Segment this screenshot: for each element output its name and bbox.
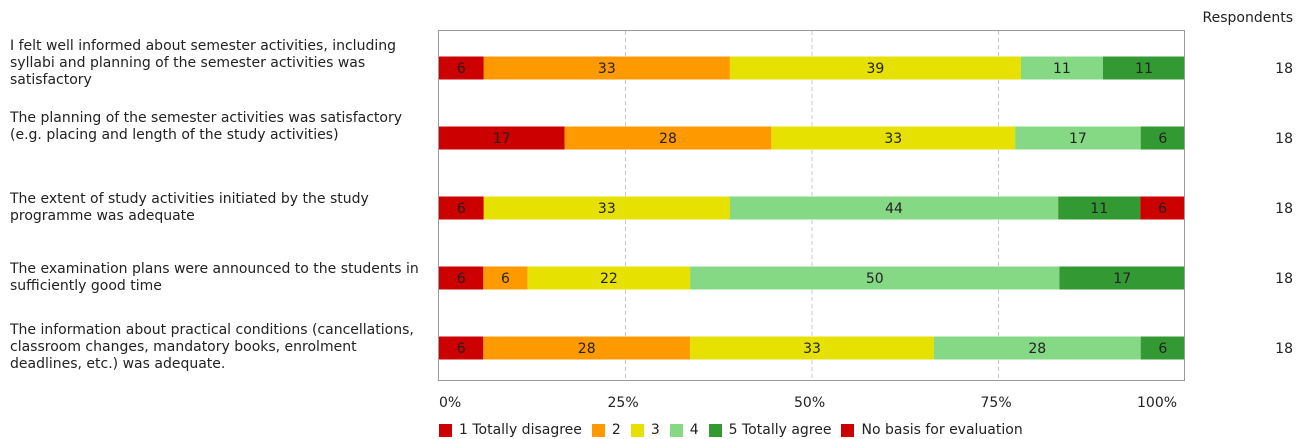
bar-segment-q1-s5: [1102, 56, 1185, 80]
bar-segment-q5-s3: [690, 336, 934, 360]
bar-segment-q3-s5: [1058, 196, 1141, 220]
bar-segment-q1-s2: [483, 56, 730, 80]
legend-swatch-1: [439, 423, 452, 437]
legend-swatch-3: [630, 423, 644, 437]
legend-swatch-2: [591, 423, 605, 437]
legend-swatch-5: [708, 423, 722, 437]
data-label-q4-s1: 6: [457, 271, 466, 287]
legend-label-1: 1 Totally disagree: [459, 422, 582, 438]
data-label-q1-s1: 6: [457, 61, 466, 77]
bar-segments: 6 33 39 11 11 17 28 33 17 6 6 33 44 11 6 6 6 22 50 17 6 28 33 2…: [439, 56, 1185, 360]
respondents-count-1: 18: [1275, 61, 1293, 77]
legend-label-2: 2: [611, 422, 621, 438]
data-label-q4-s4: 50: [866, 271, 884, 287]
legend-label-6: No basis for evaluation: [861, 422, 1023, 438]
legend-item-4: 4: [669, 422, 699, 438]
bar-segment-q3-s3: [483, 196, 730, 220]
bar-segment-q2-s2: [564, 126, 772, 150]
respondents-count-4: 18: [1275, 271, 1293, 287]
bar-segment-q5-s1: [439, 336, 484, 360]
bar-segment-q1-s1: [439, 56, 484, 80]
bar-segment-q3-s4: [729, 196, 1059, 220]
question-label-3: The extent of study activities initiated…: [10, 191, 369, 224]
data-label-q3-s1: 6: [457, 201, 466, 217]
question-label-5: The information about practical conditio…: [10, 322, 414, 372]
bar-segment-q5-s4: [933, 336, 1141, 360]
legend-label-5: 5 Totally agree: [728, 422, 832, 438]
data-label-q3-s3: 33: [598, 201, 616, 217]
legend-item-1: 1 Totally disagree: [439, 422, 582, 438]
legend-label-3: 3: [650, 422, 660, 438]
respondents-count-2: 18: [1275, 131, 1293, 147]
x-tick-label-3: 75%: [980, 395, 1012, 411]
bar-segment-q2-s1: [439, 126, 565, 150]
question-label-4: The examination plans were announced to …: [10, 261, 419, 294]
bar-segment-q4-s1: [439, 266, 484, 290]
x-tick-label-0: 0%: [439, 395, 462, 411]
question-label-2: The planning of the semester activities …: [10, 110, 403, 143]
legend-swatch-4: [669, 423, 683, 437]
x-tick-label-1: 25%: [607, 395, 639, 411]
x-tick-label-4: 100%: [1137, 395, 1178, 411]
bar-segment-q4-s5: [1059, 266, 1185, 290]
gridlines: [625, 31, 999, 380]
legend-label-4: 4: [689, 422, 699, 438]
bar-segment-q3-s6: [1140, 196, 1185, 220]
data-label-q3-s5: 11: [1090, 201, 1108, 217]
data-label-q3-s4: 44: [885, 201, 903, 217]
bar-segment-q4-s2: [483, 266, 528, 290]
data-label-q2-s1: 17: [493, 131, 511, 147]
data-label-q5-s4: 28: [1028, 341, 1046, 357]
bar-segment-q2-s3: [771, 126, 1016, 150]
data-label-q4-s3: 22: [600, 271, 618, 287]
data-label-q1-s4: 11: [1053, 61, 1071, 77]
data-label-q1-s5: 11: [1135, 61, 1153, 77]
bar-segment-q2-s5: [1140, 126, 1185, 150]
respondents-header: Respondents: [1202, 10, 1294, 26]
bar-segment-q5-s2: [483, 336, 691, 360]
bar-segment-q5-s5: [1140, 336, 1185, 360]
bar-segment-q3-s1: [439, 196, 484, 220]
bar-segment-q1-s4: [1020, 56, 1103, 80]
x-tick-label-2: 50%: [794, 395, 826, 411]
legend-swatch-6: [841, 423, 855, 437]
respondents-count-5: 18: [1275, 341, 1293, 357]
data-label-q2-s3: 33: [884, 131, 902, 147]
bar-segment-q4-s3: [527, 266, 691, 290]
plot-frame: [438, 30, 1185, 381]
bar-segment-q4-s4: [690, 266, 1060, 290]
data-label-q1-s3: 39: [866, 61, 884, 77]
data-label-q1-s2: 33: [598, 61, 616, 77]
data-label-q2-s4: 17: [1069, 131, 1087, 147]
data-label-q5-s3: 33: [803, 341, 821, 357]
question-label-1: I felt well informed about semester acti…: [10, 38, 396, 88]
legend-item-6: No basis for evaluation: [841, 422, 1023, 438]
legend-item-5: 5 Totally agree: [708, 422, 832, 438]
data-label-q5-s1: 6: [457, 341, 466, 357]
legend-item-2: 2: [591, 422, 621, 438]
legend: 1 Totally disagree 2 3 4 5 Totally agree No b…: [439, 422, 1033, 438]
data-label-q2-s5: 6: [1158, 131, 1167, 147]
data-label-q5-s2: 28: [578, 341, 596, 357]
bar-segment-q1-s3: [729, 56, 1021, 80]
data-label-q2-s2: 28: [659, 131, 677, 147]
data-label-q3-s6: 6: [1158, 201, 1167, 217]
data-label-q4-s2: 6: [501, 271, 510, 287]
data-label-q5-s5: 6: [1158, 341, 1167, 357]
legend-item-3: 3: [630, 422, 660, 438]
respondents-count-3: 18: [1275, 201, 1293, 217]
bar-segment-q2-s4: [1015, 126, 1141, 150]
data-label-q4-s5: 17: [1113, 271, 1131, 287]
